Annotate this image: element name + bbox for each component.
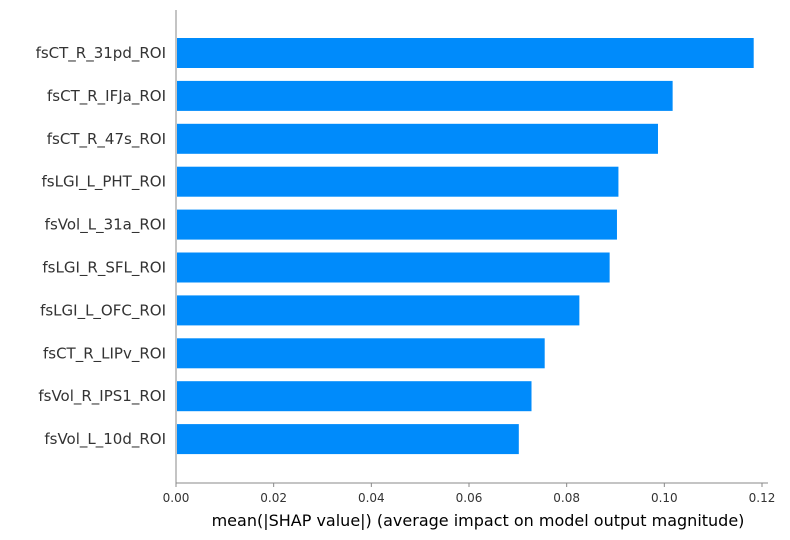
y-tick-label: fsVol_L_31a_ROI [45, 216, 166, 235]
bar-fsCT_R_31pd_ROI [177, 38, 754, 68]
x-tick-label: 0.10 [651, 491, 678, 505]
y-tick-label: fsCT_R_31pd_ROI [36, 44, 166, 63]
bars-layer [177, 38, 754, 455]
x-tick-label: 0.02 [260, 491, 287, 505]
bar-fsCT_R_LIPv_ROI [177, 338, 545, 369]
x-ticks: 0.00 0.02 0.04 0.06 0.08 0.10 0.12 [163, 483, 776, 505]
y-tick-label: fsLGI_R_SFL_ROI [42, 259, 166, 278]
y-tick-label: fsLGI_L_OFC_ROI [40, 301, 166, 320]
bar-fsVol_L_10d_ROI [177, 424, 519, 455]
bar-fsLGI_L_OFC_ROI [177, 295, 580, 326]
x-tick-label: 0.12 [749, 491, 776, 505]
bar-fsLGI_L_PHT_ROI [177, 166, 619, 197]
x-tick-label: 0.08 [553, 491, 580, 505]
x-tick-label: 0.06 [456, 491, 483, 505]
x-tick-label: 0.04 [358, 491, 385, 505]
y-tick-label: fsCT_R_47s_ROI [47, 130, 166, 149]
x-axis-title: mean(|SHAP value|) (average impact on mo… [212, 511, 745, 530]
y-tick-label: fsVol_R_IPS1_ROI [38, 387, 166, 406]
bar-fsCT_R_IFJa_ROI [177, 80, 673, 111]
y-tick-label: fsCT_R_LIPv_ROI [43, 344, 166, 363]
bar-fsCT_R_47s_ROI [177, 123, 658, 154]
bar-fsLGI_R_SFL_ROI [177, 252, 610, 283]
bar-fsVol_L_31a_ROI [177, 209, 617, 240]
x-tick-label: 0.00 [163, 491, 190, 505]
y-tick-label: fsLGI_L_PHT_ROI [42, 173, 167, 192]
y-tick-label: fsCT_R_IFJa_ROI [47, 87, 166, 106]
y-tick-label: fsVol_L_10d_ROI [44, 430, 166, 449]
y-tick-labels: fsCT_R_31pd_ROI fsCT_R_IFJa_ROI fsCT_R_47s… [36, 44, 166, 449]
bar-fsVol_R_IPS1_ROI [177, 381, 532, 412]
